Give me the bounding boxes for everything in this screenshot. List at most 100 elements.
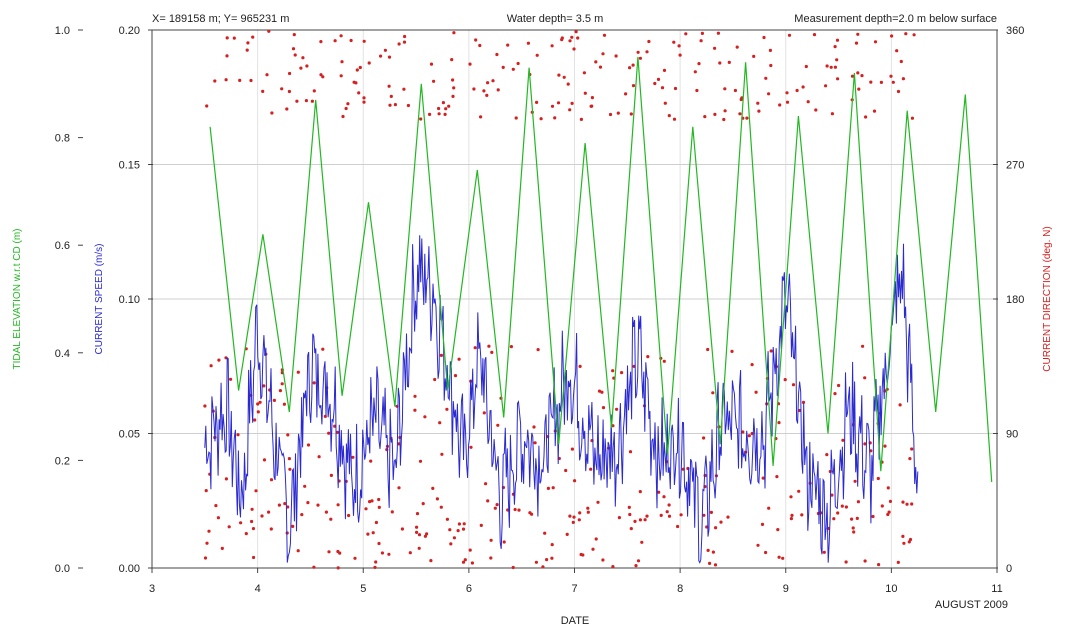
direction-point — [574, 30, 578, 34]
direction-point — [299, 66, 303, 70]
direction-point — [429, 62, 434, 66]
direction-point — [601, 406, 606, 410]
direction-point — [578, 511, 582, 515]
direction-point — [562, 75, 566, 79]
direction-point — [560, 36, 564, 40]
direction-point — [901, 534, 905, 539]
direction-point — [449, 542, 453, 546]
direction-point — [634, 564, 638, 568]
direction-point — [439, 505, 443, 509]
direction-point — [645, 514, 649, 518]
direction-point — [889, 74, 893, 78]
direction-point — [366, 532, 370, 536]
direction-point — [270, 111, 274, 115]
direction-point — [578, 364, 582, 368]
direction-point — [457, 522, 461, 526]
direction-point — [863, 559, 867, 563]
direction-point — [636, 559, 641, 563]
direction-point — [703, 115, 707, 119]
direction-point — [739, 97, 743, 102]
direction-point — [553, 116, 557, 120]
direction-point — [252, 555, 256, 560]
direction-point — [437, 112, 441, 116]
direction-point — [225, 36, 229, 40]
direction-point — [203, 556, 208, 560]
elevation-tick-2: 0.4 — [55, 348, 70, 360]
direction-point — [321, 347, 325, 351]
direction-point — [719, 520, 723, 524]
direction-point — [536, 348, 540, 352]
direction-point — [205, 541, 209, 545]
direction-point — [653, 81, 657, 86]
direction-point — [468, 548, 472, 552]
date-tick-6: 9 — [783, 583, 789, 595]
direction-point — [898, 403, 902, 407]
direction-point — [461, 527, 466, 531]
direction-point — [806, 100, 810, 104]
elevation-tick-4: 0.8 — [55, 133, 70, 145]
direction-point — [227, 525, 231, 529]
direction-point — [633, 519, 637, 524]
direction-point — [402, 87, 406, 91]
direction-point — [835, 58, 839, 62]
direction-point — [491, 79, 495, 83]
direction-point — [568, 514, 572, 518]
direction-point — [532, 425, 536, 429]
direction-point — [374, 520, 378, 525]
direction-point — [380, 551, 384, 555]
direction-point — [417, 546, 421, 550]
speed-tick-4: 0.20 — [119, 25, 140, 37]
direction-point — [841, 438, 845, 442]
direction-point — [336, 430, 340, 434]
elevation-tick-5: 1.0 — [55, 25, 70, 37]
direction-point — [319, 40, 323, 44]
direction-point — [440, 452, 444, 456]
direction-point — [421, 502, 425, 506]
direction-point — [254, 489, 258, 493]
direction-point — [293, 53, 297, 57]
header-water-depth: Water depth= 3.5 m — [507, 13, 604, 25]
direction-point — [373, 565, 377, 570]
direction-point — [853, 479, 857, 483]
direction-point — [662, 359, 666, 363]
direction-point — [415, 530, 419, 535]
direction-point — [535, 53, 539, 57]
direction-point — [854, 41, 859, 45]
direction-point — [582, 71, 587, 75]
direction-point — [321, 75, 325, 79]
direction-point — [288, 467, 292, 471]
direction-point — [778, 103, 782, 107]
direction-point — [901, 77, 906, 81]
direction-point — [601, 52, 605, 56]
direction-point — [767, 92, 771, 96]
direction-point — [253, 418, 257, 422]
direction-point — [250, 507, 254, 511]
direction-point — [304, 99, 308, 103]
direction-point — [389, 94, 393, 98]
direction-point — [291, 47, 296, 51]
direction-point — [722, 117, 726, 122]
direction-point — [486, 499, 490, 503]
direction-point — [550, 44, 554, 48]
direction-point — [833, 65, 838, 69]
direction-point — [551, 486, 555, 490]
direction-point — [565, 532, 569, 537]
direction-point — [706, 548, 710, 553]
direction-point — [901, 500, 905, 504]
direction-point — [590, 104, 594, 108]
direction-point — [873, 40, 878, 44]
direction-point — [629, 527, 633, 531]
direction-point — [647, 39, 651, 44]
direction-point — [812, 33, 817, 37]
direction-point — [435, 497, 439, 501]
direction-point — [269, 478, 274, 482]
elevation-tick-0: 0.0 — [55, 563, 70, 575]
direction-point — [336, 566, 340, 570]
direction-point — [777, 421, 781, 425]
direction-point — [479, 115, 483, 119]
direction-point — [249, 78, 253, 83]
direction-point — [590, 96, 595, 100]
direction-point — [437, 106, 441, 111]
direction-point — [496, 423, 500, 427]
direction-point — [324, 510, 328, 514]
